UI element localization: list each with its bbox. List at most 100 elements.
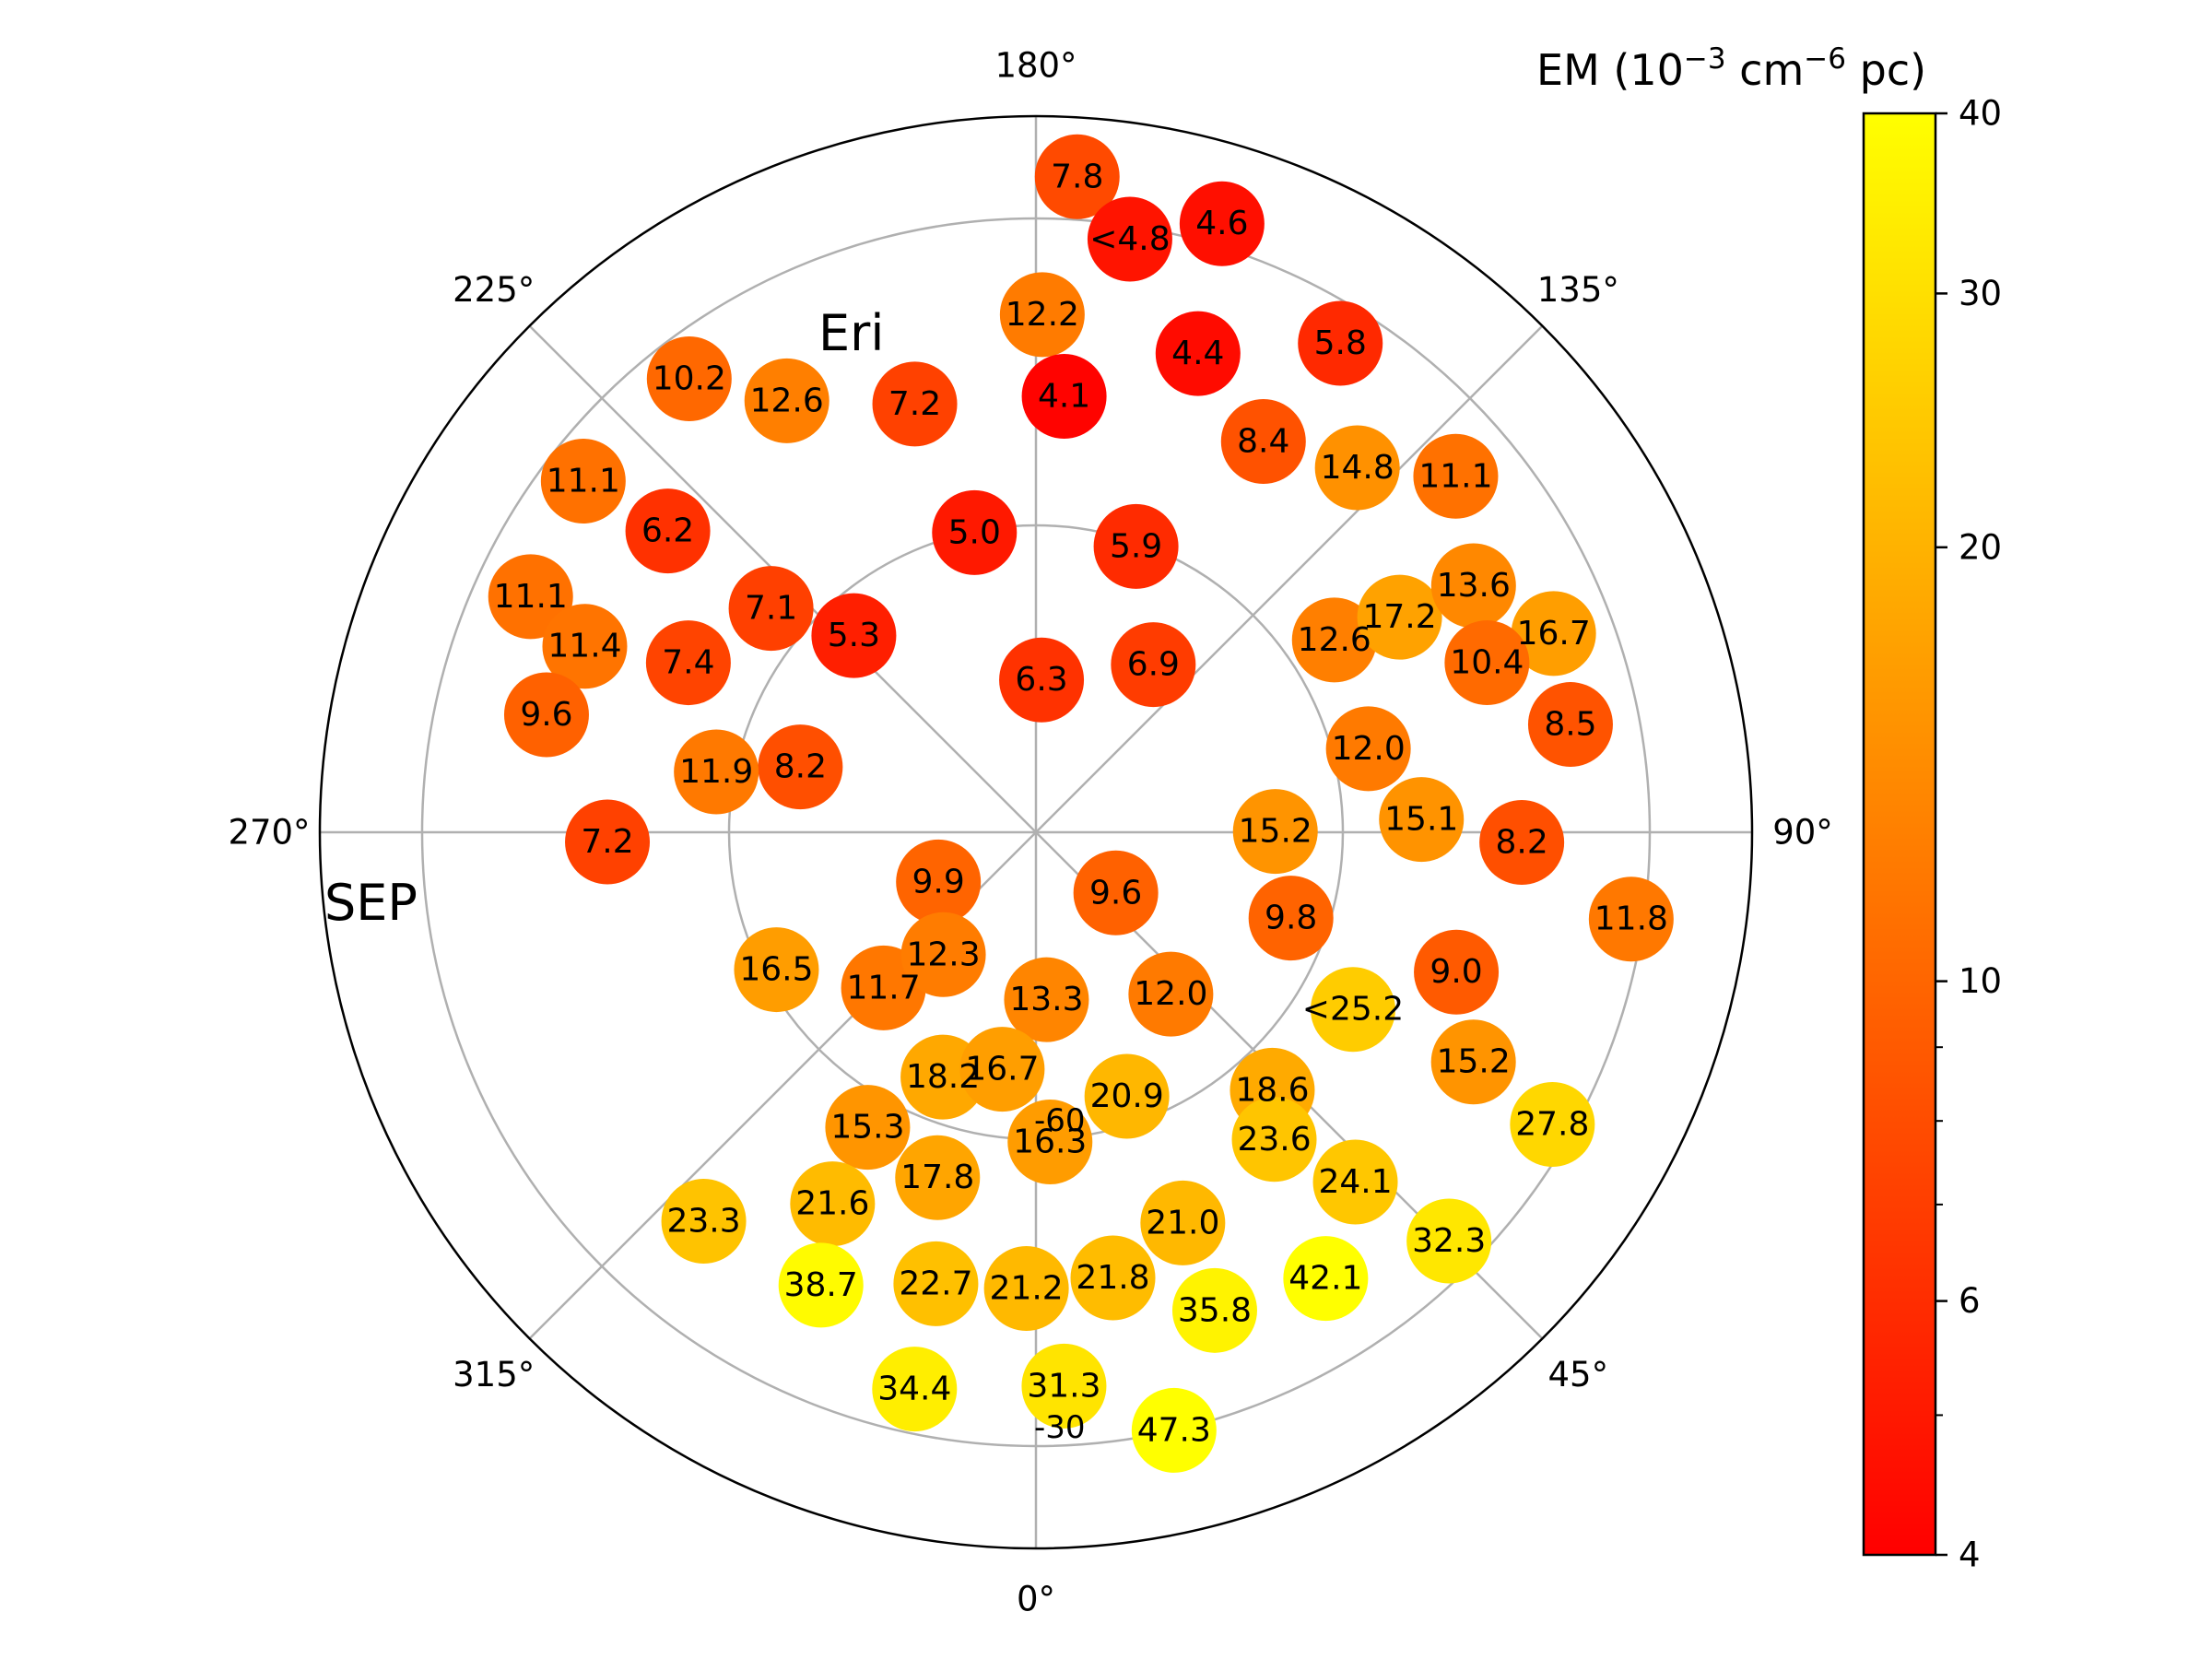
- angle-tick-label: 180°: [994, 46, 1077, 86]
- data-point-label: 21.8: [1076, 1259, 1149, 1297]
- data-point-label: 5.0: [948, 513, 1001, 551]
- data-point-marker: [1004, 957, 1089, 1042]
- data-point-label: 11.1: [1418, 457, 1492, 495]
- data-point-label: 17.8: [900, 1159, 974, 1196]
- data-point-marker: [872, 361, 958, 447]
- data-point-marker: [674, 729, 759, 815]
- data-point-label: 13.6: [1437, 567, 1511, 605]
- colorbar-tick-label: 20: [1959, 527, 2002, 567]
- data-point-label: 32.3: [1412, 1222, 1486, 1260]
- data-point-marker: [1414, 929, 1500, 1015]
- data-point-label: 9.6: [520, 696, 572, 734]
- data-point-label: 20.9: [1090, 1077, 1164, 1115]
- data-point-marker: [895, 1135, 981, 1220]
- data-point-label: 6.2: [641, 512, 694, 550]
- colorbar-ticks: 4 6 10 20 30 40: [1936, 94, 2002, 1575]
- data-point-marker: [1511, 591, 1596, 677]
- data-point-marker: [1128, 951, 1214, 1037]
- data-point-label: 6.9: [1127, 646, 1180, 684]
- data-point-marker: [728, 566, 814, 652]
- colorbar-title: EM (10−3 cm−6 pc): [1536, 42, 1926, 95]
- data-point-label: 9.9: [912, 863, 965, 900]
- data-point-label: 38.7: [784, 1266, 858, 1304]
- data-point-marker: [1406, 1198, 1492, 1284]
- data-point-marker: [1510, 1082, 1595, 1168]
- data-point-marker: [932, 489, 1018, 575]
- data-point-marker: [1021, 354, 1107, 440]
- data-point-label: 8.2: [774, 748, 827, 786]
- data-point-marker: [625, 488, 711, 574]
- data-point-label: 12.6: [1298, 621, 1371, 659]
- data-point-marker: [734, 927, 819, 1013]
- data-point-marker: [1379, 777, 1465, 863]
- data-point-marker: [1479, 800, 1565, 886]
- data-point-label: 22.7: [899, 1265, 972, 1302]
- data-points: 7.8 4.6 <4.8 5.8 12.2 4.4 11.1 14.8 8.4 4.1 7.2 12.…: [488, 134, 1674, 1473]
- data-point-label: 16.5: [739, 951, 813, 989]
- data-point-marker: [488, 554, 573, 640]
- colorbar-tick-label: 10: [1959, 961, 2002, 1001]
- data-point-label: 17.2: [1363, 598, 1437, 636]
- data-point-marker: [1034, 134, 1120, 219]
- radial-tick-labels: -60 -30: [1034, 1102, 1086, 1446]
- data-point-label: 15.1: [1384, 801, 1458, 839]
- data-point-label: 15.2: [1239, 813, 1312, 851]
- data-point-label: 11.9: [679, 753, 753, 791]
- data-point-label: 18.2: [906, 1058, 980, 1096]
- data-point-label: 7.2: [581, 823, 633, 861]
- data-point-marker: [542, 604, 628, 689]
- data-point-label: 7.1: [745, 590, 797, 628]
- data-point-label: 11.7: [847, 969, 921, 1006]
- data-point-marker: [1430, 1019, 1516, 1105]
- data-point-label: 23.6: [1237, 1121, 1311, 1159]
- region-label-sep: SEP: [324, 874, 418, 932]
- colorbar-tick-label: 30: [1959, 274, 2002, 313]
- data-point-marker: [1314, 425, 1400, 511]
- data-point-marker: [1220, 398, 1306, 484]
- data-point-label: 16.7: [965, 1051, 1039, 1088]
- data-point-label: <25.2: [1302, 991, 1404, 1029]
- data-point-marker: [959, 1027, 1045, 1112]
- data-point-label: 8.4: [1237, 422, 1289, 460]
- data-point-marker: [983, 1245, 1069, 1331]
- data-point-marker: [1111, 622, 1196, 708]
- data-point-marker: [565, 799, 651, 885]
- data-point-marker: [1248, 876, 1334, 961]
- region-label-eri: Eri: [818, 304, 884, 362]
- data-point-label: 21.0: [1146, 1204, 1219, 1241]
- data-point-label: 5.8: [1314, 324, 1367, 362]
- data-point-marker: [1171, 1267, 1257, 1353]
- radial-tick-label: -30: [1034, 1409, 1086, 1446]
- data-point-marker: [825, 1085, 911, 1171]
- data-point-marker: [1527, 682, 1613, 768]
- data-point-label: 4.6: [1195, 205, 1248, 242]
- data-point-marker: [999, 637, 1085, 723]
- data-point-label: 12.0: [1134, 975, 1207, 1013]
- data-point-label: 35.8: [1178, 1291, 1252, 1329]
- angle-tick-label: 90°: [1772, 813, 1833, 853]
- data-point-label: 7.2: [888, 385, 941, 423]
- data-point-marker: [778, 1242, 864, 1328]
- data-point-label: 34.4: [877, 1371, 951, 1408]
- colorbar: 4 6 10 20 30 40 EM (10−3 cm−6 pc): [1536, 42, 2002, 1575]
- data-point-label: 6.3: [1015, 661, 1067, 699]
- data-point-label: 21.2: [990, 1269, 1064, 1307]
- data-point-marker: [872, 1347, 958, 1432]
- data-point-marker: [1430, 543, 1516, 629]
- data-point-marker: [1093, 503, 1179, 589]
- data-point-label: 11.8: [1594, 900, 1668, 938]
- data-point-marker: [1413, 433, 1499, 519]
- data-point-marker: [1291, 597, 1377, 683]
- data-point-label: 42.1: [1288, 1260, 1362, 1298]
- colorbar-tick-label: 40: [1959, 94, 2002, 134]
- data-point-label: 10.4: [1450, 644, 1524, 682]
- data-point-marker: [1084, 1053, 1170, 1139]
- data-point-label: 18.6: [1235, 1071, 1309, 1109]
- data-point-marker: [1179, 181, 1265, 266]
- data-point-marker: [1444, 620, 1530, 706]
- data-point-marker: [744, 358, 830, 443]
- data-point-label: 9.0: [1430, 953, 1482, 991]
- data-point-marker: [900, 912, 986, 997]
- data-point-marker: [1140, 1180, 1226, 1265]
